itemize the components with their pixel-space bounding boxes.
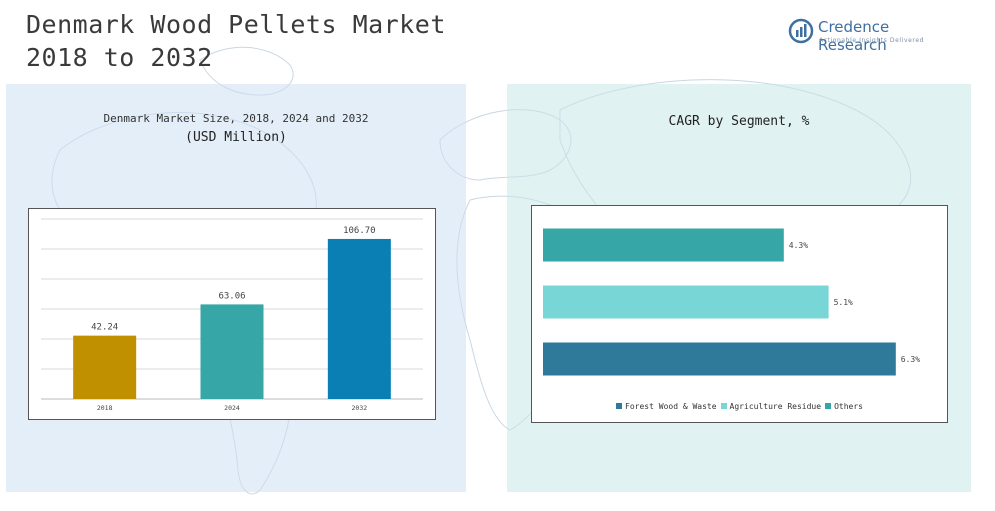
- title-line-2: 2018 to 2032: [26, 43, 213, 72]
- brand-logo: Credence Research Actionable Insights De…: [788, 16, 958, 54]
- title-line-1: Denmark Wood Pellets Market: [26, 10, 446, 39]
- data-label-others: 4.3%: [789, 241, 808, 250]
- bar-2032: [327, 238, 391, 399]
- cagr-chart-svg: 4.3% 5.1% 6.3%: [543, 228, 920, 376]
- legend-item: Others: [825, 402, 863, 411]
- data-label-forest-wood-waste: 6.3%: [901, 355, 920, 364]
- logo-tagline: Actionable Insights Delivered: [819, 37, 925, 44]
- page-title: Denmark Wood Pellets Market 2018 to 2032: [26, 8, 446, 74]
- x-tick-label-2032: 2032: [352, 404, 368, 412]
- legend-swatch: [616, 403, 623, 409]
- legend-item: Forest Wood & Waste: [616, 402, 717, 411]
- data-label-2024: 63.06: [218, 291, 245, 301]
- bar-2018: [73, 335, 137, 399]
- legend-label: Agriculture Residue: [729, 402, 822, 411]
- cagr-chart-title: CAGR by Segment, %: [668, 114, 810, 129]
- market-size-chart-title: Denmark Market Size, 2018, 2024 and 2032: [103, 112, 369, 125]
- market-size-chart-svg: 42.24 2018 63.06 2024 106.70 2032: [41, 218, 423, 412]
- hbar-agriculture-residue: [543, 285, 829, 319]
- data-label-agriculture-residue: 5.1%: [834, 298, 853, 307]
- legend-swatch: [720, 403, 727, 409]
- data-label-2018: 42.24: [91, 323, 118, 333]
- hbar-forest-wood-waste: [543, 342, 896, 376]
- cagr-legend: Forest Wood & Waste Agriculture Residue Ot…: [531, 402, 948, 411]
- market-size-chart: 42.24 2018 63.06 2024 106.70 2032: [28, 208, 436, 420]
- credence-research-logo-icon: [788, 18, 814, 44]
- x-tick-label-2024: 2024: [224, 404, 240, 412]
- legend-label: Others: [834, 402, 863, 411]
- hbar-others: [543, 228, 784, 262]
- bar-2024: [200, 304, 264, 399]
- logo-name: Credence Research: [818, 18, 890, 54]
- legend-label: Forest Wood & Waste: [625, 402, 717, 411]
- market-size-chart-subtitle: (USD Million): [185, 130, 287, 145]
- x-tick-label-2018: 2018: [97, 404, 113, 412]
- legend-swatch: [825, 403, 832, 409]
- data-label-2032: 106.70: [343, 226, 376, 236]
- cagr-chart: 4.3% 5.1% 6.3%: [531, 205, 948, 423]
- legend-item: Agriculture Residue: [720, 402, 822, 411]
